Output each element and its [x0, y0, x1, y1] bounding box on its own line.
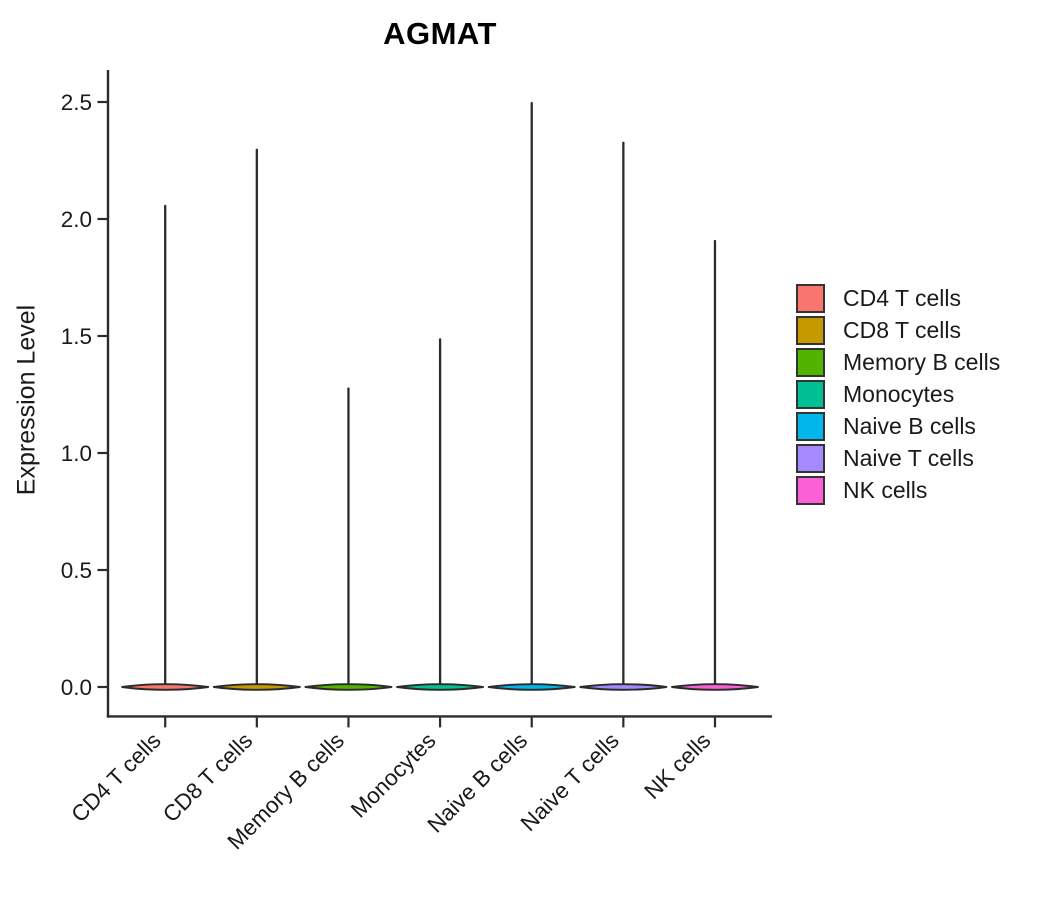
violin-base-memory-b-cells	[304, 683, 393, 691]
legend-label: CD8 T cells	[843, 316, 962, 343]
legend-label: NK cells	[843, 476, 928, 503]
y-tick-label: 1.5	[61, 324, 92, 349]
legend-item-naive-b-cells: Naive B cells	[796, 411, 1000, 441]
legend-item-monocytes: Monocytes	[796, 379, 1000, 409]
legend-label: Memory B cells	[843, 348, 1001, 375]
violin-base-nk-cells	[671, 683, 759, 691]
legend-item-memory-b-cells: Memory B cells	[796, 347, 1000, 377]
x-tick-label-nk-cells: NK cells	[639, 728, 715, 804]
x-tick-label-cd4-t-cells: CD4 T cells	[66, 728, 165, 827]
legend-swatch-cd8-t-cells	[796, 315, 825, 345]
legend-label: Monocytes	[843, 380, 955, 407]
y-tick-label: 2.5	[61, 90, 92, 115]
legend-item-cd8-t-cells: CD8 T cells	[796, 315, 1000, 345]
legend-swatch-cd4-t-cells	[796, 283, 825, 313]
legend-swatch-naive-b-cells	[796, 411, 825, 441]
y-tick-label: 0.5	[61, 558, 92, 583]
legend-swatch-nk-cells	[796, 475, 825, 505]
legend-label: CD4 T cells	[843, 284, 962, 311]
legend-swatch-monocytes	[796, 379, 825, 409]
legend-label: Naive B cells	[843, 412, 976, 439]
violin-base-cd4-t-cells	[121, 683, 210, 691]
legend-item-nk-cells: NK cells	[796, 475, 1000, 505]
legend-swatch-naive-t-cells	[796, 443, 825, 473]
y-tick-label: 1.0	[61, 441, 92, 466]
legend: CD4 T cells CD8 T cells Memory B cells Mono…	[796, 283, 1000, 507]
violin-base-cd8-t-cells	[212, 683, 301, 691]
violin-base-monocytes	[396, 683, 485, 691]
legend-label: Naive T cells	[843, 444, 974, 471]
legend-swatch-memory-b-cells	[796, 347, 825, 377]
x-tick-label-naive-t-cells: Naive T cells	[516, 728, 624, 836]
y-tick-label: 0.0	[61, 675, 92, 700]
y-tick-label: 2.0	[61, 207, 92, 232]
plot-title: AGMAT	[383, 16, 497, 51]
legend-item-naive-t-cells: Naive T cells	[796, 443, 1000, 473]
violin-base-naive-b-cells	[487, 683, 576, 691]
x-tick-label-cd8-t-cells: CD8 T cells	[158, 728, 257, 827]
legend-item-cd4-t-cells: CD4 T cells	[796, 283, 1000, 313]
violin-base-naive-t-cells	[579, 683, 668, 691]
x-tick-label-monocytes: Monocytes	[346, 728, 441, 823]
